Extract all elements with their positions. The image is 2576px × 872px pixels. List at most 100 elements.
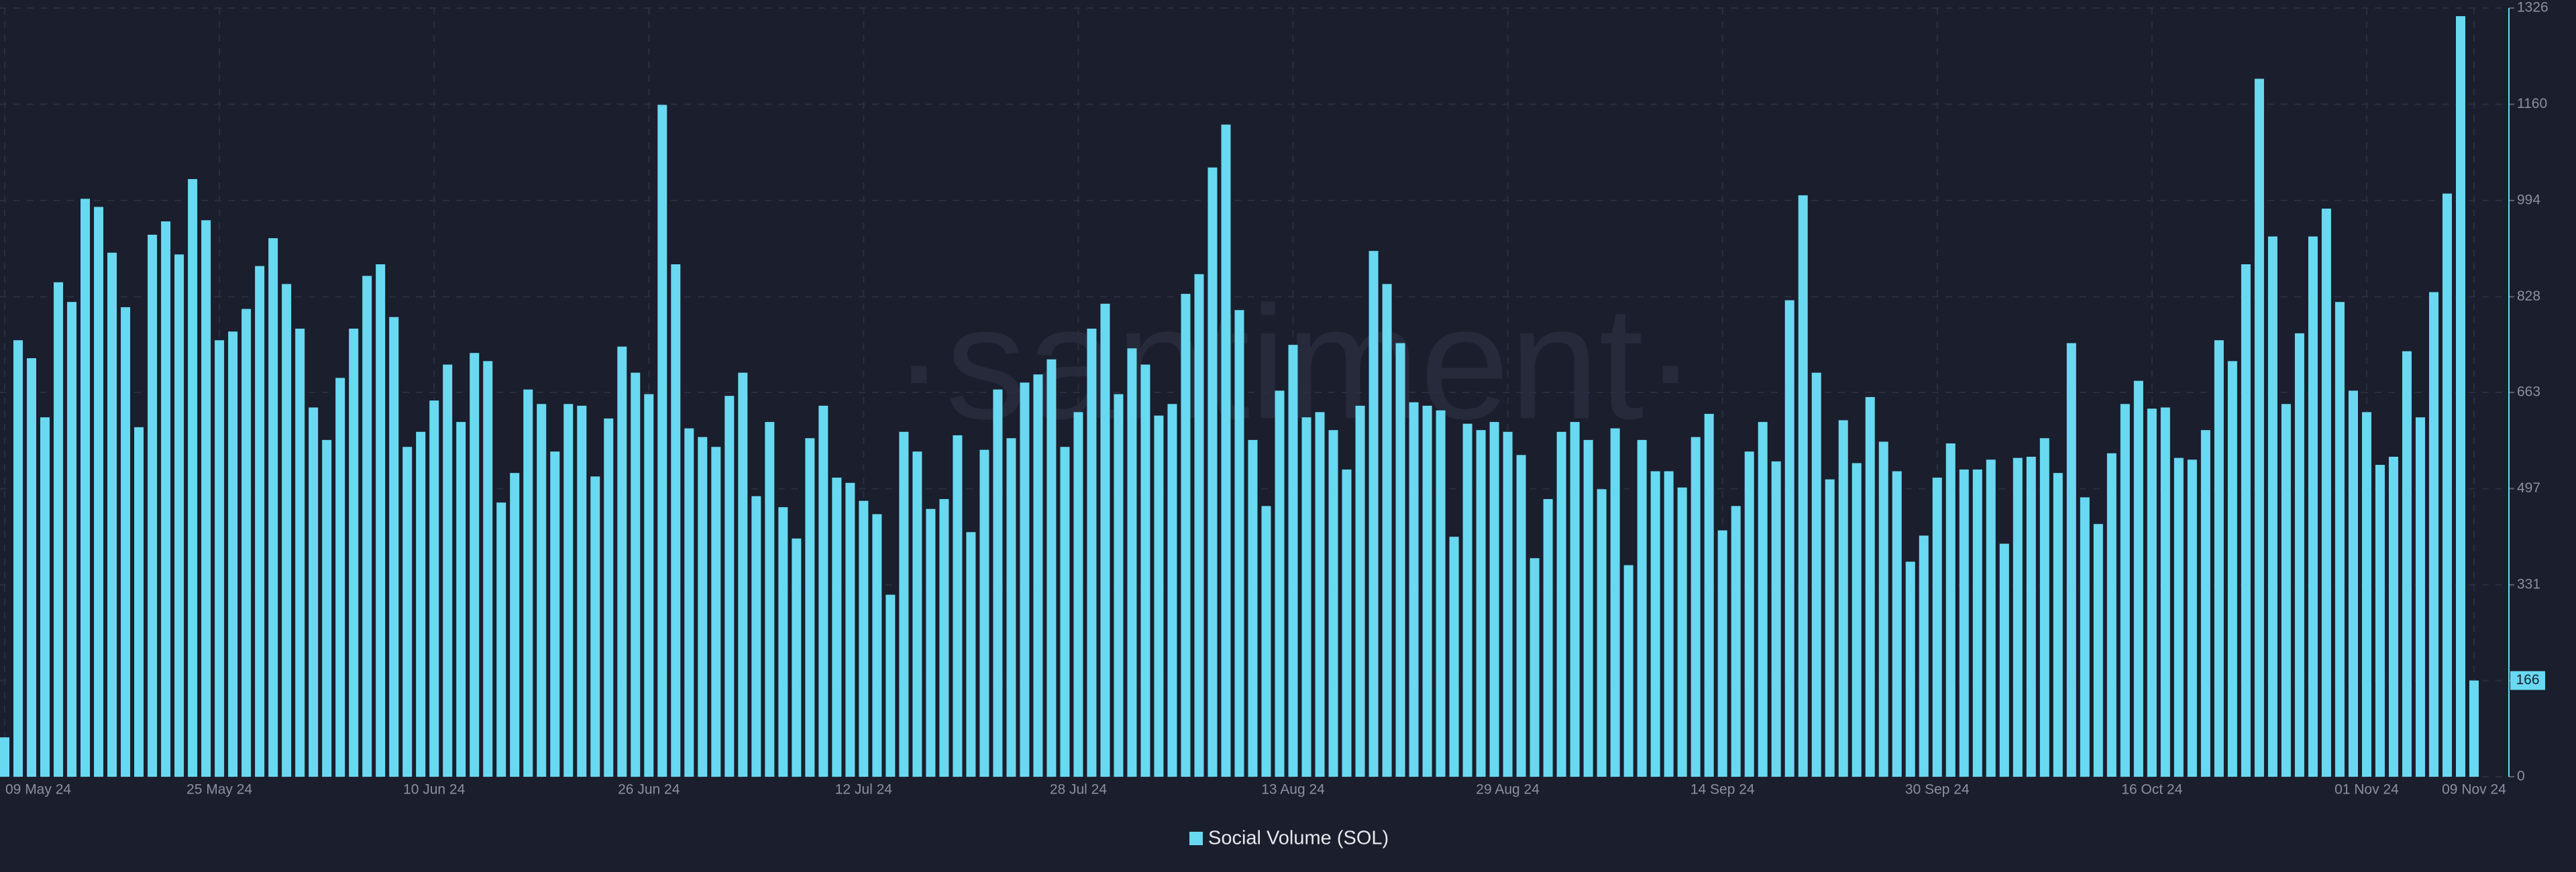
bar [872, 514, 882, 777]
bar [2080, 497, 2090, 777]
bar [899, 431, 909, 777]
bar [926, 508, 936, 777]
bar [27, 358, 37, 777]
bar [1825, 479, 1835, 777]
bar [2026, 456, 2036, 777]
bar [1395, 343, 1405, 777]
x-tick-label: 29 Aug 24 [1476, 782, 1540, 798]
bar [805, 438, 815, 777]
bar [912, 451, 922, 777]
bar [67, 302, 77, 777]
bar [2133, 380, 2143, 777]
bar [550, 451, 560, 777]
last-value-label: 166 [2516, 672, 2539, 688]
bar [979, 449, 989, 777]
bar [1462, 423, 1472, 777]
bar [1932, 478, 1942, 777]
bar [1342, 469, 1352, 777]
bar [1181, 294, 1191, 777]
bar [1167, 404, 1177, 777]
bar [1865, 396, 1875, 777]
bar [215, 340, 225, 777]
bar [778, 507, 788, 777]
bar [2361, 412, 2371, 777]
bar [2428, 292, 2438, 777]
bar [268, 238, 278, 777]
bar [309, 407, 319, 777]
bar [2334, 302, 2345, 777]
y-tick-label: 994 [2517, 192, 2540, 207]
bar [1610, 428, 1620, 777]
bar [2053, 473, 2063, 777]
bar [966, 532, 976, 777]
bar [1140, 364, 1150, 777]
bar [2402, 351, 2412, 777]
bar [121, 307, 131, 777]
x-tick-label: 12 Jul 24 [835, 782, 893, 798]
bar [1623, 565, 1633, 777]
bar [1100, 303, 1110, 777]
bar [510, 473, 520, 777]
bar [376, 264, 386, 777]
bar [228, 331, 238, 777]
y-tick-label: 1326 [2517, 0, 2548, 15]
bar [724, 396, 735, 777]
legend-swatch [1189, 832, 1203, 845]
bar [2281, 404, 2291, 777]
bar [2469, 680, 2479, 777]
bar [1556, 431, 1566, 777]
bar [2066, 343, 2076, 777]
bar [2160, 407, 2170, 777]
bar [1784, 300, 1794, 777]
bar [1248, 439, 1258, 777]
bar [2200, 430, 2210, 777]
bar [362, 276, 372, 777]
bar [1919, 535, 1929, 777]
bar [1972, 469, 1982, 777]
bar [1999, 543, 2009, 777]
bar [1529, 558, 1540, 777]
bar [2415, 417, 2425, 777]
bar [2348, 390, 2358, 777]
bar [832, 478, 842, 777]
bar [2227, 361, 2237, 777]
bar [1275, 390, 1285, 777]
x-tick-label: 25 May 24 [186, 782, 252, 798]
bar [335, 378, 345, 777]
bar [2267, 236, 2277, 777]
bar [2093, 524, 2103, 777]
bar [1194, 274, 1204, 777]
bar [496, 502, 506, 777]
bar [1838, 420, 1848, 777]
bar [470, 353, 480, 777]
bar [1489, 422, 1499, 777]
bar [1301, 417, 1311, 777]
bar [885, 594, 896, 777]
x-tick-label: 13 Aug 24 [1261, 782, 1325, 798]
bar [2442, 193, 2452, 777]
bar [1221, 124, 1231, 777]
bar [54, 282, 64, 777]
y-tick-label: 0 [2517, 769, 2525, 784]
bar [1731, 506, 1741, 777]
bar [1892, 471, 1902, 777]
bar [1637, 439, 1647, 777]
x-tick-label: 28 Jul 24 [1050, 782, 1108, 798]
bar [1328, 430, 1338, 777]
legend-label: Social Volume (SOL) [1208, 828, 1389, 849]
bar [1878, 441, 1888, 777]
y-tick-label: 1160 [2517, 96, 2547, 111]
bar [2147, 408, 2157, 777]
bar [2039, 438, 2049, 777]
x-tick-label: 14 Sep 24 [1690, 782, 1755, 798]
bar [1046, 359, 1057, 777]
bar [241, 309, 252, 777]
bar [765, 422, 775, 777]
bar [483, 361, 493, 777]
bar [2375, 465, 2385, 777]
bar [1798, 195, 1808, 777]
bar [2187, 459, 2197, 777]
bar [282, 284, 292, 777]
bar [564, 404, 574, 777]
